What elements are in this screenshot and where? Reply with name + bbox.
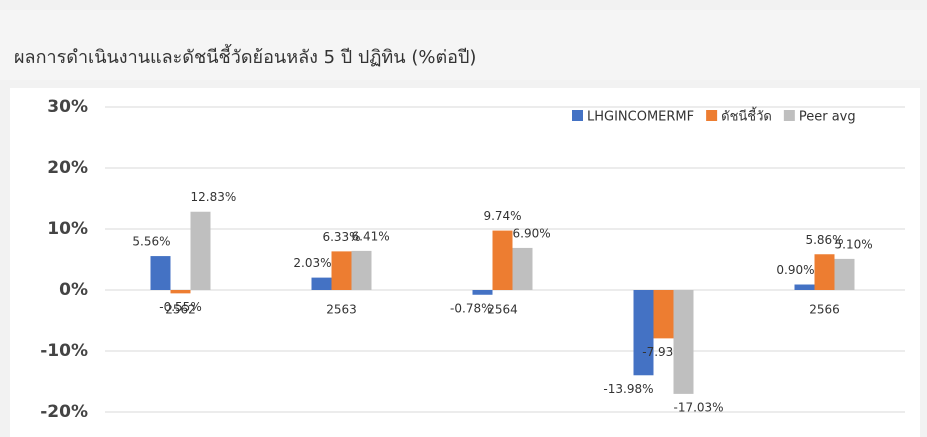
bar [512,247,533,290]
bar [814,254,835,290]
value-label: 6.90% [513,226,551,240]
value-label: 5.56% [132,235,170,249]
y-tick-label: 10% [47,219,88,239]
bar [472,290,493,295]
bar [311,277,332,290]
title-bar [0,10,927,80]
y-tick-label: 30% [47,97,88,117]
y-tick-label: 0% [59,280,88,300]
chart-title: ผลการดำเนินงานและดัชนีชี้วัดย้อนหลัง 5 ป… [14,44,476,68]
legend-label: Peer avg [799,110,856,125]
x-tick-label: 2564 [487,303,518,317]
value-label: 6.33% [322,230,360,244]
bar [673,290,694,394]
value-label: -0.55% [159,300,201,314]
y-tick-label: -10% [40,341,88,361]
bar [492,230,513,290]
value-label: -0.78% [450,301,492,315]
bar [331,251,352,290]
legend-swatch [572,110,583,121]
x-tick-label: 2566 [809,303,840,317]
value-label: 2.03% [293,256,331,270]
value-label: -17.03% [674,400,724,414]
y-tick-label: -20% [40,402,88,422]
legend-swatch [783,110,795,121]
value-label: 9.74% [483,209,521,223]
value-label: 5.86% [805,233,843,247]
bar [170,290,191,294]
bar [834,258,855,290]
legend-swatch [706,110,718,121]
x-tick-label: 2563 [326,303,357,317]
bar [150,256,171,290]
value-label: 5.10% [835,237,873,251]
y-tick-label: 20% [47,158,88,178]
bar [633,290,654,376]
x-tick-label: 2562 [165,303,196,317]
legend-label: LHGINCOMERMF [587,110,694,125]
bar [794,284,815,290]
bar [351,250,372,290]
legend-label: ดัชนีชี้วัด [721,107,772,125]
bar [190,211,211,290]
value-label: 6.41% [352,229,390,243]
value-label: 0.90% [776,263,814,277]
bar [653,290,674,339]
value-label: 12.83% [191,190,237,204]
value-label: -13.98% [603,382,653,396]
